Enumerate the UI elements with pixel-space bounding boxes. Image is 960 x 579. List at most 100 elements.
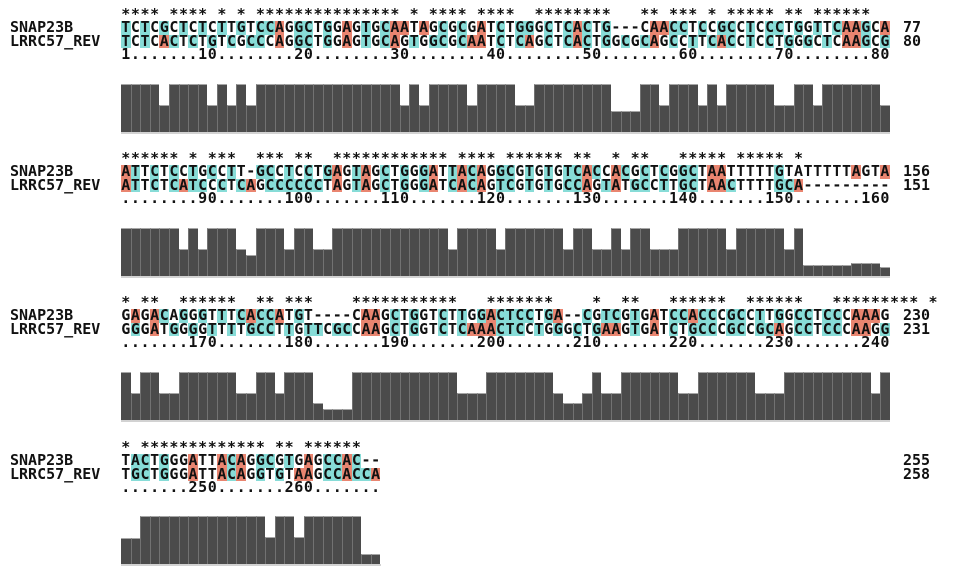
base-cell: C	[832, 18, 842, 37]
base-cell: T	[495, 175, 506, 194]
base-cell: *	[217, 149, 227, 167]
histogram-bar	[659, 249, 669, 276]
base-cell: *	[255, 149, 265, 167]
base-cell: T	[140, 175, 150, 194]
base-cell: G	[121, 306, 131, 325]
histogram-bar	[255, 516, 266, 564]
base-cell: *	[553, 5, 563, 23]
base-cell: .	[707, 45, 717, 64]
base-cell: G	[275, 451, 285, 470]
base-cell: .	[736, 333, 746, 352]
histogram-bar	[274, 516, 285, 564]
base-cell: A	[793, 175, 804, 194]
histogram-bar	[380, 228, 391, 276]
histogram-bar	[265, 84, 275, 132]
base-cell: *	[476, 5, 486, 23]
base-cell: G	[371, 175, 381, 194]
histogram-bar	[149, 372, 160, 420]
base-cell: G	[322, 162, 333, 181]
histogram-bar	[265, 372, 275, 420]
histogram-bar	[265, 228, 275, 276]
base-cell: .	[640, 45, 650, 64]
base-cell: C	[745, 306, 755, 325]
base-cell: .	[428, 45, 438, 64]
base-cell: 0	[399, 189, 409, 208]
base-cell: *	[265, 5, 275, 23]
base-cell: .	[323, 189, 333, 208]
base-cell: G	[246, 464, 256, 483]
base-cell: *	[669, 293, 679, 311]
sequence-row-chars: TCTCGCTCTCTTGTCCAGGCTGGAGTGCAATAGCGCGATC…	[121, 18, 890, 37]
base-cell: A	[476, 31, 487, 50]
base-cell: C	[803, 306, 813, 325]
base-cell: C	[495, 319, 506, 338]
base-cell: .	[707, 189, 717, 208]
base-cell: .	[323, 478, 333, 497]
base-cell: .	[841, 189, 852, 208]
base-cell: .	[275, 189, 285, 208]
base-cell: A	[236, 451, 246, 470]
base-cell: *	[226, 293, 237, 311]
base-cell: G	[293, 306, 304, 325]
base-cell: 2	[294, 45, 304, 64]
base-cell: .	[630, 45, 640, 64]
histogram-bar	[236, 249, 246, 276]
base-cell: .	[130, 478, 140, 497]
base-cell: *	[678, 5, 688, 23]
base-cell: *	[496, 5, 506, 23]
base-cell: .	[813, 45, 823, 64]
base-cell: G	[178, 464, 188, 483]
base-cell: A	[476, 162, 487, 181]
base-cell: .	[351, 333, 361, 352]
base-cell: C	[813, 31, 823, 50]
base-cell: .	[150, 333, 160, 352]
base-cell: .	[851, 45, 861, 64]
base-cell: .	[822, 45, 832, 64]
histogram-bar	[121, 228, 131, 276]
base-cell: 6	[294, 478, 304, 497]
base-cell: T	[659, 319, 669, 338]
histogram-bar	[303, 228, 314, 276]
histogram-bar	[303, 372, 314, 420]
base-cell: T	[130, 162, 141, 181]
histogram-bar	[370, 228, 381, 276]
identity-asterisk-row-chars: * ************* ** ******	[121, 439, 380, 454]
base-cell: .	[524, 189, 534, 208]
base-cell: A	[428, 162, 439, 181]
base-cell: A	[245, 175, 256, 194]
base-cell: *	[793, 149, 803, 167]
base-cell: .	[841, 333, 852, 352]
base-cell: A	[121, 162, 131, 181]
histogram-bar	[342, 228, 352, 276]
base-cell: .	[226, 45, 237, 64]
base-cell: C	[332, 464, 343, 483]
base-cell: A	[870, 306, 881, 325]
histogram-bar	[880, 372, 890, 420]
base-cell: .	[515, 189, 525, 208]
base-cell: A	[217, 464, 227, 483]
base-cell: C	[707, 18, 717, 37]
base-cell: *	[765, 293, 775, 311]
base-cell: 0	[303, 45, 313, 64]
base-cell: *	[630, 293, 640, 311]
base-cell: A	[399, 18, 410, 37]
histogram-bar	[207, 516, 218, 564]
base-cell: *	[303, 5, 313, 23]
base-cell: C	[197, 175, 208, 194]
base-cell: C	[380, 31, 391, 50]
base-cell: *	[515, 293, 525, 311]
base-cell: T	[130, 175, 141, 194]
histogram-bar	[409, 228, 419, 276]
base-cell: .	[323, 45, 333, 64]
base-cell: .	[361, 45, 371, 64]
base-cell: A	[716, 162, 727, 181]
sequence-row: ATTCTCCTGCCTT-GCCTCCTGAGTAGCTGGGATTACAGG…	[0, 162, 960, 181]
base-cell: C	[572, 162, 583, 181]
base-cell: 0	[496, 189, 506, 208]
base-cell: G	[495, 162, 506, 181]
base-cell: G	[803, 31, 813, 50]
base-cell: .	[448, 333, 458, 352]
base-cell: 1	[380, 333, 390, 352]
histogram-bar	[870, 84, 881, 132]
base-cell: .	[169, 478, 179, 497]
